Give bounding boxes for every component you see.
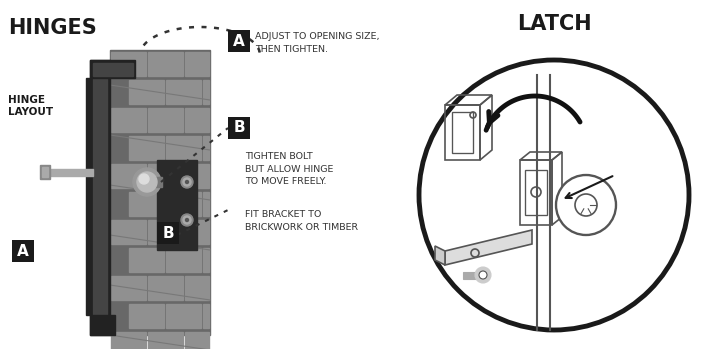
Text: TIGHTEN BOLT
BUT ALLOW HINGE
TO MOVE FREELY.: TIGHTEN BOLT BUT ALLOW HINGE TO MOVE FRE… [245,152,333,186]
Bar [185,108,209,132]
FancyBboxPatch shape [12,240,34,262]
Circle shape [133,168,161,196]
Bar [86,78,91,315]
Bar [148,108,183,132]
Bar [148,52,183,76]
Bar [111,276,146,300]
Bar [129,136,164,160]
Bar [40,165,50,179]
Bar [111,108,146,132]
Polygon shape [435,246,445,265]
Bar [185,276,209,300]
Bar [90,60,110,335]
Circle shape [181,214,193,226]
Text: LATCH: LATCH [517,14,592,34]
Circle shape [185,180,189,184]
Text: HINGES: HINGES [8,18,97,38]
Circle shape [556,175,616,235]
Text: A: A [233,34,245,49]
Bar [111,164,146,188]
Bar [90,60,135,78]
Bar [129,192,164,216]
Bar [203,80,209,104]
Bar [203,304,209,328]
Bar [445,105,480,160]
Circle shape [479,271,487,279]
Text: HINGE
LAYOUT: HINGE LAYOUT [8,95,53,117]
Bar [129,248,164,272]
Circle shape [183,216,191,224]
FancyBboxPatch shape [228,117,250,139]
Bar [452,112,473,153]
Bar [93,63,107,332]
FancyBboxPatch shape [157,222,179,244]
Bar [129,304,164,328]
Bar [166,248,201,272]
Bar [45,169,93,176]
Circle shape [475,267,491,283]
Bar [203,248,209,272]
Bar [148,276,183,300]
Bar [185,332,209,349]
Polygon shape [445,230,532,265]
Circle shape [419,60,689,330]
Bar [463,272,483,279]
Bar [185,164,209,188]
Bar [90,315,115,335]
Circle shape [137,172,157,192]
Text: B: B [162,225,174,240]
Bar [42,167,48,177]
Bar [166,304,201,328]
Bar [525,170,547,215]
Bar [203,136,209,160]
Bar [520,160,552,225]
Text: ADJUST TO OPENING SIZE,
THEN TIGHTEN.: ADJUST TO OPENING SIZE, THEN TIGHTEN. [255,32,380,53]
Bar [93,63,133,76]
Bar [166,192,201,216]
Bar [148,164,183,188]
Bar [148,332,183,349]
Bar [185,220,209,244]
Bar [166,80,201,104]
Circle shape [183,178,191,186]
Circle shape [181,176,193,188]
FancyBboxPatch shape [228,30,250,52]
Circle shape [185,218,189,222]
Text: A: A [17,244,29,259]
Bar [185,52,209,76]
Bar [111,52,146,76]
Bar [152,177,162,187]
Circle shape [575,194,597,216]
Bar [203,192,209,216]
Bar [129,80,164,104]
Bar [157,160,197,250]
Bar [111,332,146,349]
Bar [111,220,146,244]
Circle shape [139,174,149,184]
Bar [166,136,201,160]
Bar [148,220,183,244]
Text: FIT BRACKET TO
BRICKWORK OR TIMBER: FIT BRACKET TO BRICKWORK OR TIMBER [245,210,358,231]
Bar [110,50,210,335]
Text: Saddle: Saddle [617,159,662,172]
Text: B: B [233,120,245,135]
